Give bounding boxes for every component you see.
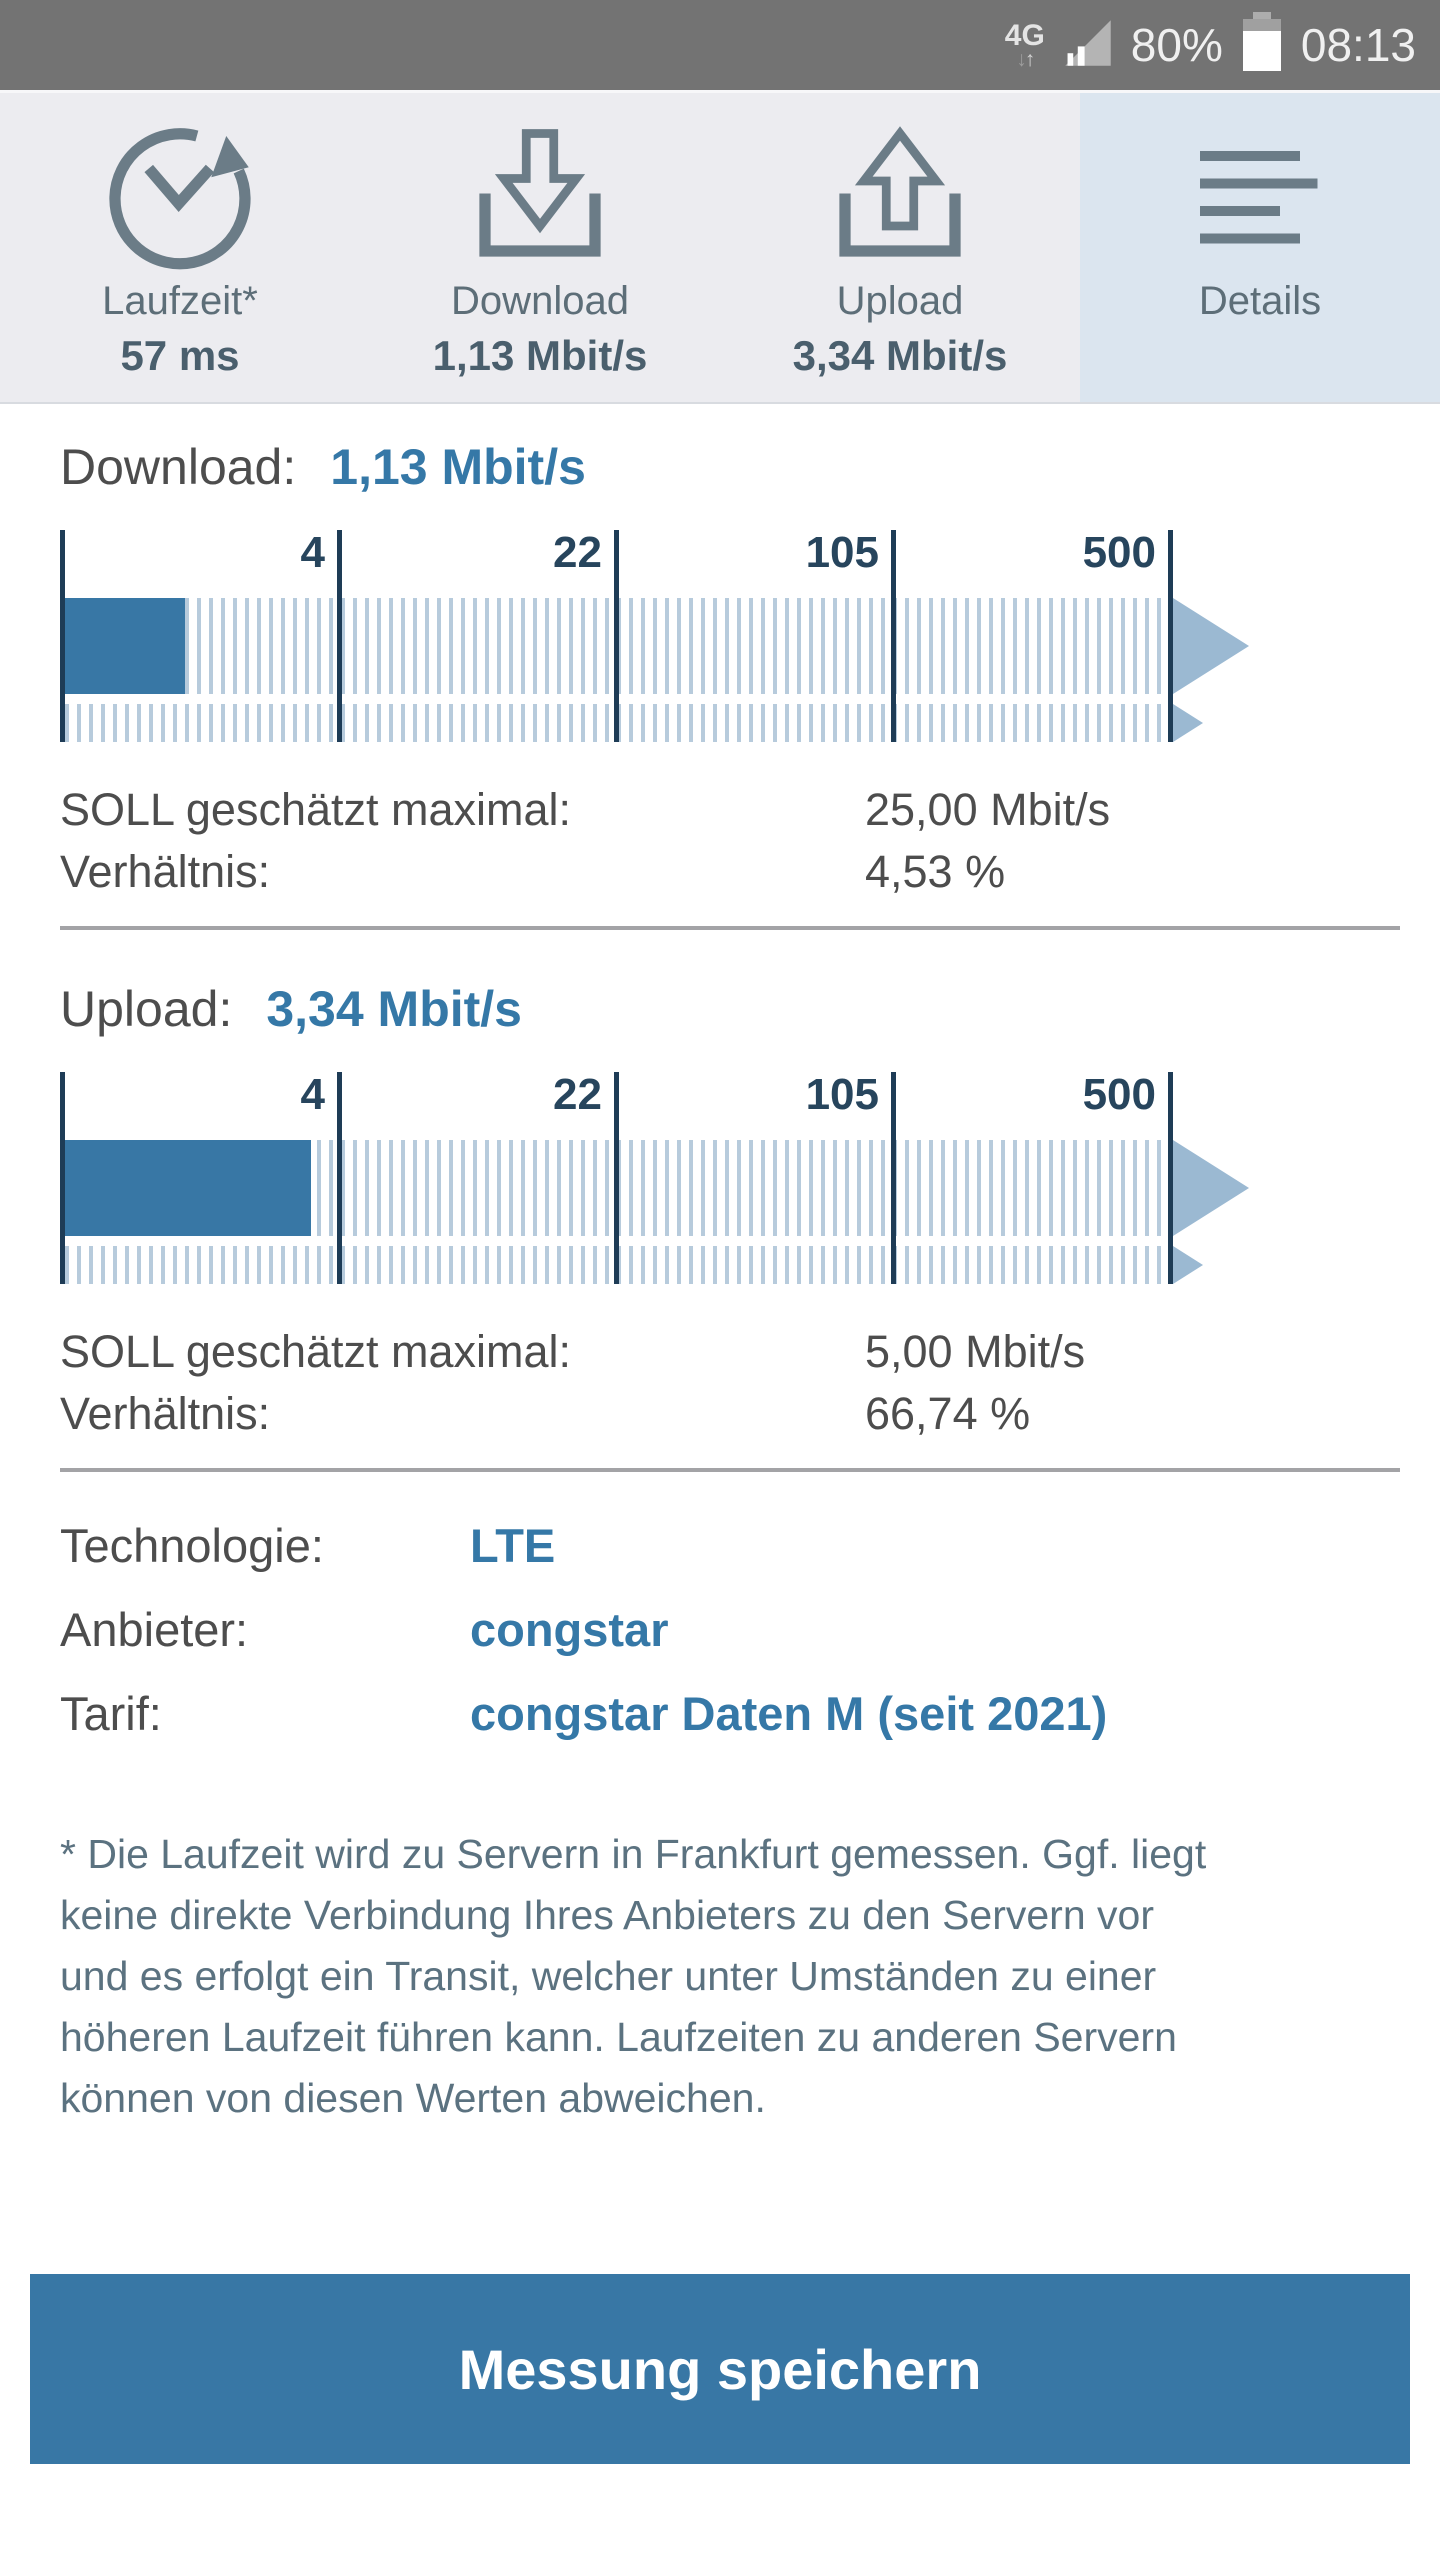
gauge-tick-label: 4 xyxy=(300,1070,325,1119)
gauge-axis-line xyxy=(1168,1072,1173,1284)
details-panel: Download: 1,13 Mbit/s 4 22 105 500 SOLL … xyxy=(0,404,1440,2129)
tariff-row: Tarif: congstar Daten M (seit 2021) xyxy=(60,1686,1400,1744)
gauge-arrow-small-icon xyxy=(1173,704,1203,742)
button-area: Messung speichern xyxy=(0,2274,1440,2464)
tab-laufzeit[interactable]: Laufzeit* 57 ms xyxy=(0,93,360,402)
network-activity-arrows-icon: ↓↑ xyxy=(1016,47,1035,71)
footnote-line: höheren Laufzeit führen kann. Laufzeiten… xyxy=(60,2014,1177,2060)
ratio-label: Verhältnis: xyxy=(60,1388,271,1439)
heading-label: Upload: xyxy=(60,981,233,1037)
technology-value: LTE xyxy=(470,1519,556,1572)
timer-arrow-icon xyxy=(105,121,255,271)
tab-download[interactable]: Download 1,13 Mbit/s xyxy=(360,93,720,402)
gauge-tick-label: 500 xyxy=(1082,528,1156,577)
gauge-axis-line xyxy=(337,530,342,742)
info-label: Anbieter: xyxy=(60,1603,249,1656)
gauge-tick-label: 22 xyxy=(553,1070,602,1119)
ratio-label: Verhältnis: xyxy=(60,846,271,897)
soll-row: SOLL geschätzt maximal: 5,00 Mbit/s xyxy=(60,1326,1400,1378)
tab-label: Laufzeit* xyxy=(102,279,258,323)
gauge-arrow-icon xyxy=(1173,598,1249,694)
gauge-axis-line xyxy=(614,1072,619,1284)
clock-time: 08:13 xyxy=(1300,19,1416,71)
technology-row: Technologie: LTE xyxy=(60,1518,1400,1576)
ratio-value: 4,53 % xyxy=(865,846,1006,897)
download-section: Download: 1,13 Mbit/s 4 22 105 500 SOLL … xyxy=(60,438,1400,930)
gauge-fill xyxy=(65,598,186,694)
gauge-axis-line xyxy=(614,530,619,742)
gauge-arrow-icon xyxy=(1173,1140,1249,1236)
soll-value: 25,00 Mbit/s xyxy=(865,784,1111,835)
gauge-tick-label: 22 xyxy=(553,528,602,577)
provider-row: Anbieter: congstar xyxy=(60,1602,1400,1660)
signal-strength-icon xyxy=(1063,18,1113,73)
tab-value: 57 ms xyxy=(120,332,240,379)
upload-heading: Upload: 3,34 Mbit/s xyxy=(60,980,1400,1038)
heading-value: 3,34 Mbit/s xyxy=(266,981,522,1037)
download-tray-icon xyxy=(465,121,615,271)
connection-info-section: Technologie: LTE Anbieter: congstar Tari… xyxy=(60,1518,1400,1744)
info-label: Technologie: xyxy=(60,1519,324,1572)
footnote-line: und es erfolgt ein Transit, welcher unte… xyxy=(60,1953,1157,1999)
gauge-axis-line xyxy=(891,530,896,742)
menu-lines-icon xyxy=(1185,121,1335,271)
save-measurement-button[interactable]: Messung speichern xyxy=(30,2274,1410,2464)
tab-value: 3,34 Mbit/s xyxy=(792,332,1008,379)
gauge-tick-label: 500 xyxy=(1082,1070,1156,1119)
ratio-row: Verhältnis: 4,53 % xyxy=(60,846,1400,898)
heading-label: Download: xyxy=(60,439,297,495)
gauge-tick-label: 4 xyxy=(300,528,325,577)
status-bar: 4G ↓↑ 80% 08:13 xyxy=(0,0,1440,90)
gauge-axis-line xyxy=(891,1072,896,1284)
gauge-arrow-small-icon xyxy=(1173,1246,1203,1284)
tab-label: Download xyxy=(451,279,629,323)
tab-label: Details xyxy=(1198,279,1322,323)
laufzeit-footnote: * Die Laufzeit wird zu Servern in Frankf… xyxy=(60,1824,1400,2129)
soll-label: SOLL geschätzt maximal: xyxy=(60,1326,572,1377)
battery-icon xyxy=(1242,12,1281,71)
download-heading: Download: 1,13 Mbit/s xyxy=(60,438,1400,496)
gauge-tick-label: 105 xyxy=(805,1070,879,1119)
soll-label: SOLL geschätzt maximal: xyxy=(60,784,572,835)
tab-upload[interactable]: Upload 3,34 Mbit/s xyxy=(720,93,1080,402)
info-label: Tarif: xyxy=(60,1687,162,1740)
section-divider xyxy=(60,926,1400,930)
download-gauge: 4 22 105 500 xyxy=(60,528,1250,742)
gauge-axis-line xyxy=(1168,530,1173,742)
ratio-row: Verhältnis: 66,74 % xyxy=(60,1388,1400,1440)
upload-tray-icon xyxy=(825,121,975,271)
footnote-line: keine direkte Verbindung Ihres Anbieters… xyxy=(60,1892,1154,1938)
section-divider xyxy=(60,1468,1400,1472)
gauge-axis-line xyxy=(60,530,65,742)
tab-bar: Laufzeit* 57 ms Download 1,13 Mbit/s Upl… xyxy=(0,90,1440,404)
battery-percent: 80% xyxy=(1130,19,1223,71)
tab-value: 1,13 Mbit/s xyxy=(432,332,648,379)
upload-section: Upload: 3,34 Mbit/s 4 22 105 500 SOLL ge… xyxy=(60,980,1400,1472)
tab-details[interactable]: Details xyxy=(1080,93,1440,402)
tariff-value: congstar Daten M (seit 2021) xyxy=(470,1687,1108,1740)
gauge-axis-line xyxy=(60,1072,65,1284)
gauge-axis-line xyxy=(337,1072,342,1284)
upload-gauge: 4 22 105 500 xyxy=(60,1070,1250,1284)
footnote-line: können von diesen Werten abweichen. xyxy=(60,2075,766,2121)
soll-value: 5,00 Mbit/s xyxy=(865,1326,1086,1377)
soll-row: SOLL geschätzt maximal: 25,00 Mbit/s xyxy=(60,784,1400,836)
footnote-line: * Die Laufzeit wird zu Servern in Frankf… xyxy=(60,1831,1207,1877)
network-type-indicator: 4G ↓↑ xyxy=(1004,18,1045,71)
provider-value: congstar xyxy=(470,1603,669,1656)
heading-value: 1,13 Mbit/s xyxy=(330,439,586,495)
network-type-label: 4G xyxy=(1004,18,1045,52)
gauge-tick-label: 105 xyxy=(805,528,879,577)
tab-label: Upload xyxy=(836,279,964,323)
gauge-fill xyxy=(65,1140,311,1236)
ratio-value: 66,74 % xyxy=(865,1388,1031,1439)
